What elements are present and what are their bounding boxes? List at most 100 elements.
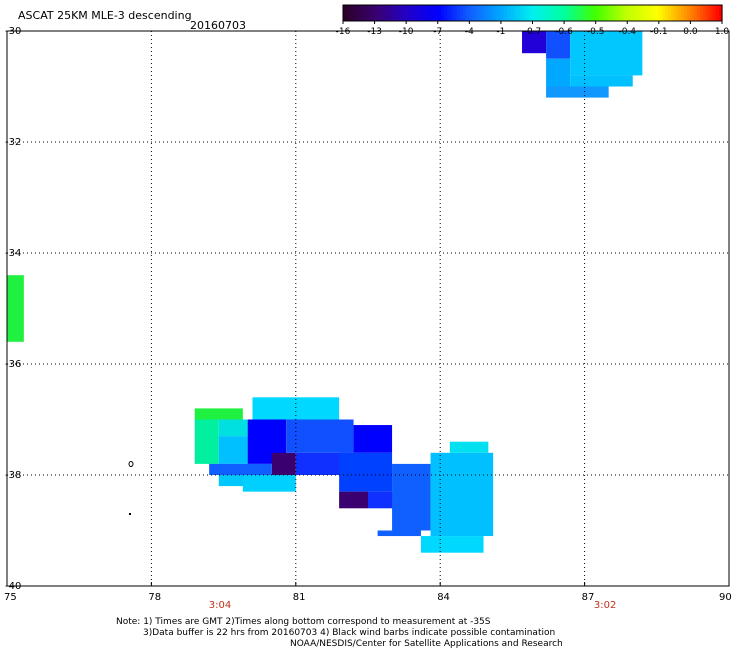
contamination-mark xyxy=(128,461,134,467)
colorbar-segment xyxy=(488,5,493,21)
colorbar-segment xyxy=(564,5,568,21)
colorbar-segment xyxy=(421,5,426,21)
colorbar-segment xyxy=(595,5,600,21)
colorbar-segment xyxy=(352,5,357,21)
lon-tick-label: 75 xyxy=(4,592,17,603)
colorbar-segment xyxy=(671,5,676,21)
colorbar-segment xyxy=(579,5,584,21)
colorbar-segment xyxy=(674,5,679,21)
colorbar-segment xyxy=(478,5,483,21)
colorbar-segment xyxy=(655,5,660,21)
wind-cell xyxy=(218,436,248,464)
colorbar-segment xyxy=(636,5,641,21)
colorbar-segment xyxy=(371,5,376,21)
colorbar-tick-label: 1.0 xyxy=(714,27,730,37)
lat-tick-label: -34 xyxy=(5,248,22,259)
colorbar-segment xyxy=(576,5,581,21)
colorbar-segment xyxy=(368,5,373,21)
colorbar-segment xyxy=(541,5,546,21)
colorbar-segment xyxy=(589,5,594,21)
wind-cell xyxy=(218,475,248,487)
colorbar-segment xyxy=(374,5,379,21)
colorbar xyxy=(342,4,723,24)
colorbar-tick-label: -7 xyxy=(433,27,443,37)
colorbar-segment xyxy=(598,5,603,21)
colorbar-segment xyxy=(690,5,695,21)
colorbar-segment xyxy=(592,5,597,21)
colorbar-segment xyxy=(680,5,685,21)
colorbar-segment xyxy=(718,5,723,21)
colorbar-segment xyxy=(665,5,669,21)
colorbar-segment xyxy=(601,5,606,21)
map-frame xyxy=(6,30,730,587)
colorbar-segment xyxy=(608,5,613,21)
colorbar-segment xyxy=(639,5,644,21)
colorbar-segment xyxy=(703,5,707,21)
lon-tick-label: 84 xyxy=(437,592,450,603)
wind-cell xyxy=(209,463,272,475)
wind-cell xyxy=(570,75,633,87)
colorbar-segment xyxy=(548,5,553,21)
wind-cell xyxy=(546,31,571,59)
colorbar-segment xyxy=(513,5,518,21)
time-label: 3:02 xyxy=(593,600,617,611)
colorbar-segment xyxy=(557,5,562,21)
plot-frame xyxy=(6,30,730,587)
colorbar-segment xyxy=(343,5,347,21)
colorbar-segment xyxy=(507,5,511,21)
colorbar-segment xyxy=(406,5,410,21)
colorbar-segment xyxy=(709,5,714,21)
colorbar-segment xyxy=(699,5,704,21)
colorbar-segment xyxy=(485,5,489,21)
colorbar-segment xyxy=(481,5,486,21)
colorbar-segment xyxy=(696,5,701,21)
wind-cell xyxy=(353,425,393,453)
lon-tick-label: 90 xyxy=(719,592,732,603)
colorbar-segment xyxy=(456,5,461,21)
colorbar-segment xyxy=(361,5,366,21)
colorbar-segment xyxy=(614,5,619,21)
colorbar-segment xyxy=(712,5,717,21)
colorbar-segment xyxy=(643,5,647,21)
wind-cell xyxy=(546,86,609,98)
contamination-dot xyxy=(129,513,131,515)
colorbar-segment xyxy=(687,5,692,21)
lon-tick-label: 78 xyxy=(148,592,162,603)
colorbar-tick-label: -0.6 xyxy=(555,27,573,37)
lon-tick-label: 87 xyxy=(581,592,595,603)
time-label: 3:04 xyxy=(208,600,232,611)
wind-cells-layer xyxy=(7,31,643,553)
lat-tick-label: -30 xyxy=(5,26,22,37)
wind-cell xyxy=(7,275,24,342)
wind-cell xyxy=(339,452,393,492)
map-title: ASCAT 25KM MLE-3 descending xyxy=(18,9,192,22)
colorbar-segment xyxy=(693,5,698,21)
colorbar-segment xyxy=(567,5,571,21)
colorbar-tick-label: -4 xyxy=(464,27,474,37)
colorbar-tick-label: -13 xyxy=(367,27,382,37)
colorbar-segment xyxy=(545,5,549,21)
colorbar-tick-label: 0.0 xyxy=(683,27,698,37)
colorbar-segment xyxy=(570,5,575,21)
colorbar-segment xyxy=(532,5,537,21)
note-line-1: Note: 1) Times are GMT 2)Times along bot… xyxy=(116,617,491,627)
colorbar-segment xyxy=(472,5,477,21)
lon-tick-label: 81 xyxy=(292,592,306,603)
colorbar-segment xyxy=(390,5,395,21)
colorbar-segment xyxy=(377,5,382,21)
wind-cell xyxy=(339,491,368,509)
colorbar-segment xyxy=(463,5,467,21)
colorbar-segment xyxy=(586,5,590,21)
marks-layer xyxy=(128,461,134,515)
colorbar-segment xyxy=(646,5,650,21)
colorbar-segment xyxy=(624,5,628,21)
map-date: 20160703 xyxy=(190,19,246,32)
note-line-2: 3)Data buffer is 22 hrs from 20160703 4)… xyxy=(143,628,556,638)
colorbar-segment xyxy=(415,5,420,21)
wind-cell xyxy=(242,475,296,492)
wind-cell xyxy=(522,31,547,54)
colorbar-tick-label: -0.4 xyxy=(618,27,637,37)
wind-cell xyxy=(286,419,354,453)
colorbar-segment xyxy=(677,5,682,21)
